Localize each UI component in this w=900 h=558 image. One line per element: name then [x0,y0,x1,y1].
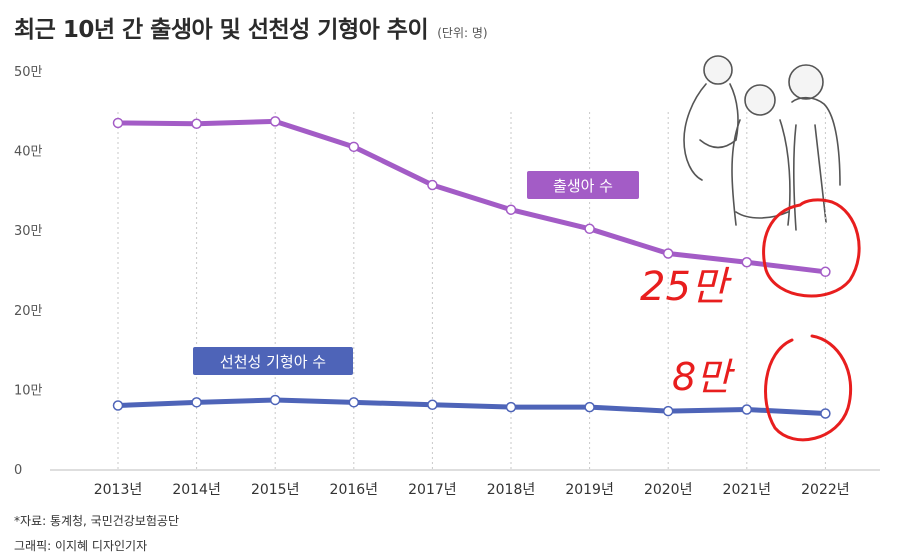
births-point [662,248,674,259]
births-point [191,118,202,129]
y-tick-label: 10만 [14,383,43,398]
x-tick-label: 2017년 [408,482,457,498]
births-series-label-text: 출생아 수 [553,177,613,195]
credit-note: 그래픽: 이지혜 디자인기자 [14,539,148,553]
x-tick-label: 2014년 [172,482,221,498]
title-row: 최근 10년 간 출생아 및 선천성 기형아 추이 (단위: 명) [14,10,488,44]
births-point [269,116,281,127]
births-point [348,141,360,153]
annotation-circle-2022-births [762,198,861,298]
chart-title: 최근 10년 간 출생아 및 선천성 기형아 추이 [14,17,429,43]
annotation-births-value: 25만 [640,264,732,310]
defects-point [112,400,124,411]
y-tick-label: 50만 [14,65,43,80]
defects-series-label-text: 선천성 기형아 수 [220,353,326,371]
births-series-label: 출생아 수 [527,171,639,199]
defects-point [348,397,360,408]
x-tick-label: 2015년 [251,482,300,498]
unit-label: (단위: 명) [437,26,488,40]
defects-series-points [112,394,831,419]
defects-point [584,401,595,413]
family-illustration [683,55,841,231]
source-note: *자료: 통계청, 국민건강보험공단 [14,514,180,528]
x-tick-label: 2021년 [723,482,772,498]
defects-series-line [115,397,828,416]
x-tick-label: 2022년 [801,482,850,498]
defects-point [662,405,674,417]
x-tick-label: 2013년 [94,482,143,498]
y-tick-label: 0 [14,463,22,478]
defects-point [820,408,831,419]
births-point [505,204,517,215]
births-point [112,117,124,129]
births-series-line [115,118,828,275]
defects-point [427,399,438,410]
x-tick-label: 2016년 [330,482,379,498]
births-point [427,179,438,191]
defects-series-label: 선천성 기형아 수 [193,347,353,375]
defects-point [741,404,753,415]
annotation-defects-value: 8만 [672,355,735,399]
x-tick-label: 2020년 [644,482,693,498]
y-tick-label: 20만 [14,304,43,319]
births-point [584,223,595,235]
annotation-circle-2022-defects [764,334,853,442]
x-tick-label: 2018년 [487,482,536,498]
defects-point [269,394,281,406]
y-axis: 0 10만 20만 30만 40만 50만 [14,65,43,478]
handwritten-annotations: 25만 8만 [640,198,861,442]
x-axis: 2013년 2014년 2015년 2016년 2017년 2018년 2019년 2020년… [94,482,850,498]
births-point [741,256,753,268]
defects-point [191,397,202,408]
births-point [820,266,831,278]
x-tick-label: 2019년 [565,482,614,498]
y-tick-label: 40만 [14,145,43,160]
y-tick-label: 30만 [14,224,43,239]
defects-point [505,401,517,413]
births-series-points [112,116,831,278]
